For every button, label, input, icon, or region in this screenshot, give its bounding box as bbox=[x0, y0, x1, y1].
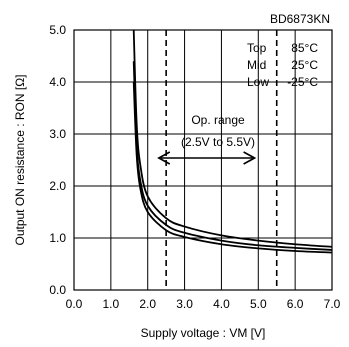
y-tick-label: 0.0 bbox=[49, 283, 66, 297]
x-tick-label: 3.0 bbox=[176, 297, 193, 311]
series-line-top bbox=[132, 29, 333, 248]
x-tick-label: 4.0 bbox=[213, 297, 230, 311]
y-tick-label: 1.0 bbox=[49, 231, 66, 245]
legend-low-label: Low bbox=[247, 75, 269, 89]
legend-top-value: 85°C bbox=[291, 41, 318, 55]
legend-top-label: Top bbox=[247, 41, 267, 55]
y-tick-label: 2.0 bbox=[49, 179, 66, 193]
part-number: BD6873KN bbox=[270, 12, 330, 26]
arrow-head-right bbox=[243, 151, 257, 165]
op-range-text: (2.5V to 5.5V) bbox=[181, 135, 255, 149]
legend-mid-value: 25°C bbox=[291, 58, 318, 72]
op-range-annotation: Op. range (2.5V to 5.5V) bbox=[157, 113, 257, 165]
x-tick-label: 6.0 bbox=[287, 297, 304, 311]
y-tick-label: 5.0 bbox=[49, 23, 66, 37]
y-tick-label: 3.0 bbox=[49, 127, 66, 141]
legend-low-value: -25°C bbox=[287, 75, 318, 89]
grid bbox=[74, 30, 332, 290]
y-tick-label: 4.0 bbox=[49, 75, 66, 89]
y-tick-labels: 0.0 1.0 2.0 3.0 4.0 5.0 bbox=[49, 23, 66, 297]
op-range-arrow bbox=[157, 151, 257, 165]
series-line-low bbox=[132, 81, 333, 254]
x-tick-label: 5.0 bbox=[250, 297, 267, 311]
plot-frame bbox=[73, 29, 333, 291]
op-range-lines bbox=[165, 30, 278, 290]
op-range-title: Op. range bbox=[191, 113, 245, 127]
legend: Top 85°C Mid 25°C Low -25°C bbox=[247, 41, 318, 89]
x-tick-label: 0.0 bbox=[66, 297, 83, 311]
x-axis-label: Supply voltage : VM [V] bbox=[141, 326, 266, 340]
series-group bbox=[132, 29, 333, 254]
x-tick-label: 2.0 bbox=[139, 297, 156, 311]
legend-mid-label: Mid bbox=[247, 58, 266, 72]
x-tick-labels: 0.0 1.0 2.0 3.0 4.0 5.0 6.0 7.0 bbox=[66, 297, 341, 311]
x-tick-label: 7.0 bbox=[324, 297, 341, 311]
x-tick-label: 1.0 bbox=[103, 297, 120, 311]
y-axis-label: Output ON resistance : RON [Ω] bbox=[13, 74, 27, 245]
arrow-head-left bbox=[157, 151, 171, 165]
